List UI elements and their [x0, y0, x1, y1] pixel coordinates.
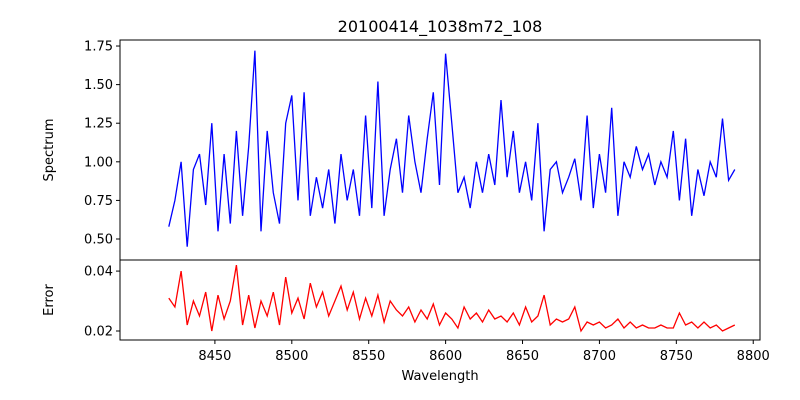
- spectrum-y-tick-label: 1.25: [84, 117, 113, 132]
- error-axes-frame: [119, 259, 761, 341]
- spectrum-y-label: Spectrum: [42, 119, 57, 182]
- x-tick-label: 8550: [352, 349, 385, 364]
- spectrum-y-tick-label: 1.75: [84, 40, 113, 55]
- x-tick-label: 8800: [737, 349, 770, 364]
- error-y-tick-label: 0.02: [84, 325, 113, 340]
- spectrum-line: [168, 50, 736, 247]
- spectrum-y-tick-label: 0.50: [84, 233, 113, 248]
- error-line: [168, 264, 736, 333]
- x-tick-label: 8650: [506, 349, 539, 364]
- chart-title: 20100414_1038m72_108: [338, 17, 543, 37]
- spectrum-y-tick-label: 1.00: [84, 155, 113, 170]
- x-axis-label: Wavelength: [401, 369, 478, 384]
- spectrum-y-tick-label: 0.75: [84, 194, 113, 209]
- error-y-tick-label: 0.04: [84, 265, 113, 280]
- x-tick-label: 8500: [275, 349, 308, 364]
- error-y-label: Error: [42, 284, 57, 316]
- spectrum-y-tick-label: 1.50: [84, 78, 113, 93]
- x-tick-label: 8450: [198, 349, 231, 364]
- spectrum-axes-frame: [119, 39, 761, 261]
- x-tick-label: 8750: [660, 349, 693, 364]
- x-tick-label: 8600: [429, 349, 462, 364]
- x-tick-label: 8700: [583, 349, 616, 364]
